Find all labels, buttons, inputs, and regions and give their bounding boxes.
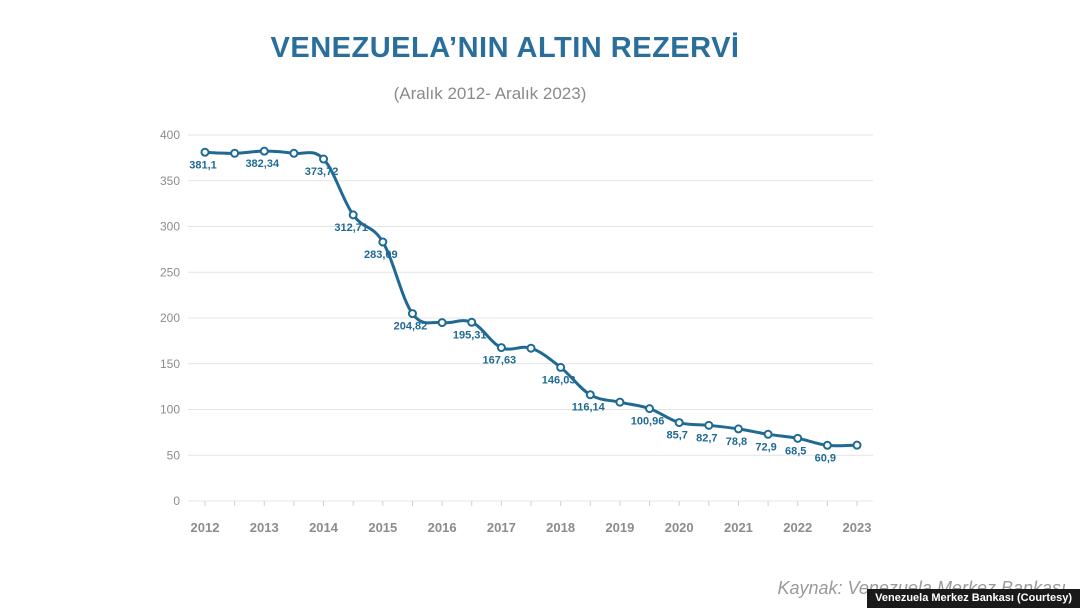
y-tick-label: 200 [160, 311, 180, 325]
data-point-marker [674, 418, 684, 428]
data-label: 100,96 [631, 416, 665, 428]
data-point-marker [526, 343, 536, 353]
data-point-marker [437, 318, 447, 328]
chart-subtitle: (Aralık 2012- Aralık 2023) [393, 84, 587, 103]
x-tick-label: 2016 [428, 520, 457, 535]
x-tick-label: 2013 [250, 520, 279, 535]
data-label: 82,7 [696, 432, 717, 444]
image-credit: Venezuela Merkez Bankası (Courtesy) [867, 589, 1080, 608]
data-point-marker [289, 148, 299, 158]
data-label: 373,72 [305, 166, 339, 178]
data-point-marker [200, 147, 210, 157]
data-label: 85,7 [666, 430, 687, 442]
y-tick-label: 350 [160, 174, 180, 188]
data-point-marker [496, 343, 506, 353]
data-point-marker [259, 146, 269, 156]
data-label: 204,82 [394, 321, 428, 333]
data-point-marker [348, 210, 358, 220]
series-line [204, 149, 858, 448]
data-point-marker [319, 154, 329, 164]
x-tick-label: 2021 [724, 520, 753, 535]
x-tick-label: 2019 [605, 520, 634, 535]
data-point-marker [615, 397, 625, 407]
y-tick-label: 250 [160, 265, 180, 279]
data-label: 72,9 [755, 441, 776, 453]
chart-title: VENEZUELA’NIN ALTIN REZERVİ [270, 32, 740, 64]
x-tick-label: 2017 [487, 520, 516, 535]
data-label: 68,5 [785, 445, 806, 457]
data-point-marker [852, 440, 862, 450]
x-tick-label: 2014 [309, 520, 339, 535]
data-point-marker [704, 420, 714, 430]
x-tick-label: 2022 [783, 520, 812, 535]
y-tick-label: 50 [167, 448, 181, 462]
data-label: 382,34 [245, 158, 280, 170]
y-tick-label: 400 [160, 128, 180, 142]
y-tick-label: 300 [160, 220, 180, 234]
data-label: 146,03 [542, 374, 576, 386]
data-point-marker [733, 424, 743, 434]
data-point-marker [585, 390, 595, 400]
data-point-marker [822, 440, 832, 450]
data-point-marker [407, 309, 417, 319]
x-tick-label: 2015 [368, 520, 397, 535]
x-tick-label: 2023 [843, 520, 872, 535]
data-label: 78,8 [726, 436, 747, 448]
x-tick-label: 2020 [665, 520, 694, 535]
data-point-marker [645, 404, 655, 414]
data-label: 116,14 [572, 402, 606, 414]
y-tick-label: 150 [160, 357, 180, 371]
data-point-marker [763, 429, 773, 439]
x-tick-label: 2018 [546, 520, 575, 535]
data-point-marker [230, 148, 240, 158]
y-tick-label: 100 [160, 403, 180, 417]
data-label: 283,09 [364, 249, 398, 261]
data-point-marker [793, 433, 803, 443]
data-label: 381,1 [189, 159, 217, 171]
x-tick-label: 2012 [191, 520, 220, 535]
data-point-marker [467, 317, 477, 327]
data-point-marker [378, 237, 388, 247]
data-label: 167,63 [483, 355, 517, 367]
data-label: 312,71 [334, 222, 368, 234]
y-tick-label: 0 [173, 494, 180, 508]
data-point-marker [556, 362, 566, 372]
data-label: 195,31 [453, 329, 487, 341]
data-label: 60,9 [815, 452, 836, 464]
